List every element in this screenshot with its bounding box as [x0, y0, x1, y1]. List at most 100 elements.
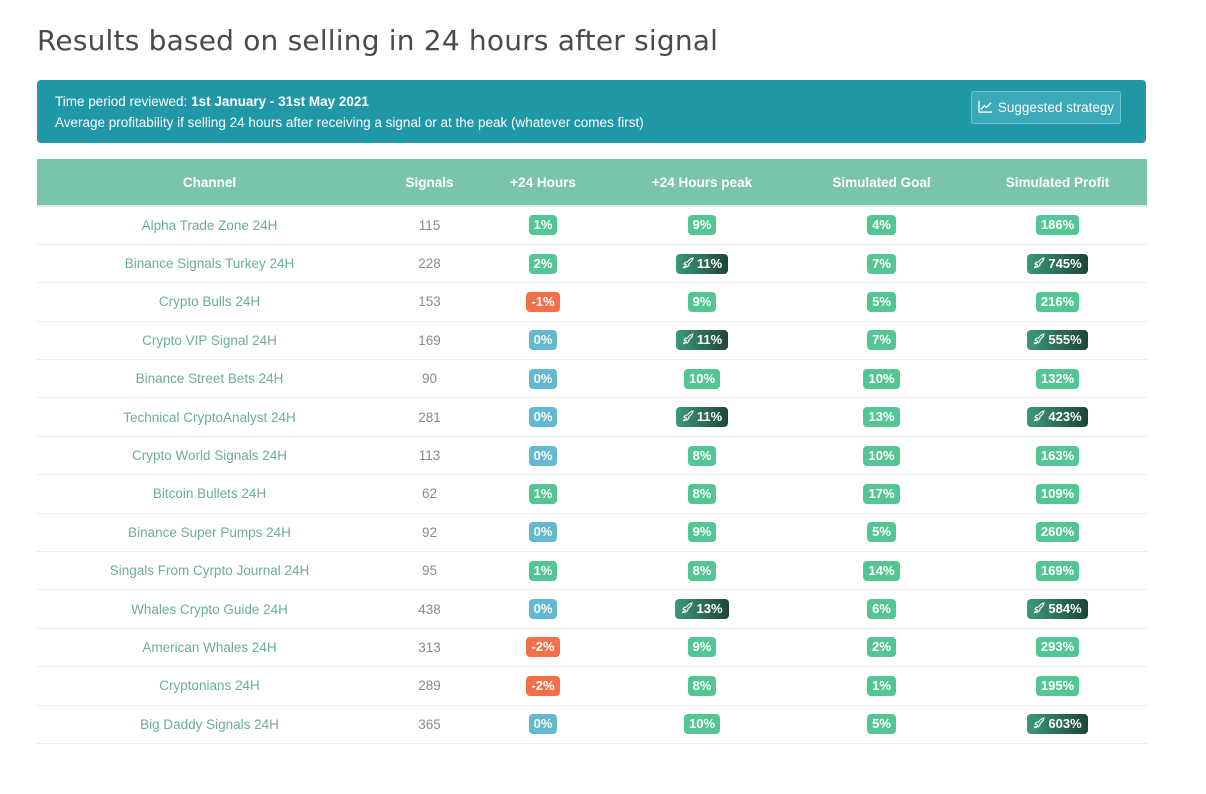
badge-value: -2%: [531, 639, 555, 655]
badge-value: 10%: [688, 370, 716, 386]
cell-simulated-goal: 5%: [795, 283, 968, 321]
percent-badge: 11%: [675, 330, 729, 351]
badge-value: 163%: [1040, 447, 1075, 463]
signals-count: 313: [418, 639, 441, 655]
channel-name[interactable]: American Whales 24H: [142, 639, 277, 655]
channel-name[interactable]: Cryptonians 24H: [159, 678, 260, 694]
cell-24-hours-peak: 10%: [609, 360, 795, 398]
channel-name[interactable]: Big Daddy Signals 24H: [140, 716, 279, 732]
badge-value: 6%: [872, 601, 891, 617]
cell-24-hours: 1%: [477, 206, 609, 244]
badge-value: 13%: [868, 409, 895, 425]
header-simulated-goal[interactable]: Simulated Goal: [795, 159, 968, 207]
info-description: Average profitability if selling 24 hour…: [55, 115, 644, 130]
percent-badge: 555%: [1027, 330, 1088, 351]
cell-simulated-goal: 5%: [795, 705, 968, 743]
badge-value: 8%: [692, 677, 712, 693]
cell-24-hours: 0%: [477, 398, 609, 436]
percent-badge: 13%: [863, 407, 900, 428]
table-row: Bitcoin Bullets 24H 62 1% 8% 17% 109%: [37, 475, 1147, 514]
percent-badge: 10%: [683, 368, 721, 389]
table-row: Alpha Trade Zone 24H 115 1% 9% 4% 186%: [37, 206, 1147, 245]
header-simulated-profit[interactable]: Simulated Profit: [968, 159, 1147, 207]
percent-badge: 0%: [528, 330, 558, 351]
percent-badge: 6%: [867, 599, 896, 620]
cell-24-hours: 0%: [477, 705, 609, 743]
percent-badge: 8%: [687, 483, 717, 504]
cell-24-hours: 0%: [477, 513, 609, 551]
badge-value: 555%: [1048, 332, 1082, 348]
badge-value: 0%: [533, 524, 553, 540]
channel-name[interactable]: Crypto VIP Signal 24H: [142, 332, 277, 348]
table-header-row: Channel Signals +24 Hours +24 Hours peak…: [37, 159, 1147, 207]
badge-value: 0%: [533, 409, 553, 425]
percent-badge: 1%: [528, 483, 558, 504]
suggested-strategy-button[interactable]: Suggested strategy: [971, 91, 1121, 124]
cell-simulated-profit: 109%: [968, 475, 1147, 513]
signals-count: 438: [418, 601, 441, 617]
rocket-icon: [1033, 410, 1046, 422]
time-period: Time period reviewed: 1st January - 31st…: [55, 92, 1128, 111]
cell-simulated-goal: 7%: [795, 321, 968, 359]
percent-badge: 17%: [863, 483, 900, 504]
cell-24-hours-peak: 9%: [609, 283, 795, 321]
channel-name[interactable]: Technical CryptoAnalyst 24H: [123, 409, 296, 425]
cell-24-hours: 0%: [477, 360, 609, 398]
badge-value: 10%: [868, 370, 895, 386]
percent-badge: 0%: [528, 714, 558, 735]
percent-badge: 2%: [867, 637, 896, 658]
badge-value: 8%: [692, 485, 712, 501]
percent-badge: 216%: [1035, 291, 1080, 312]
percent-badge: 1%: [528, 560, 558, 581]
table-row: Binance Super Pumps 24H 92 0% 9% 5% 260%: [37, 513, 1147, 552]
table-row: Singals From Cyrpto Journal 24H 95 1% 8% 14%…: [37, 552, 1147, 590]
badge-value: 2%: [872, 639, 891, 655]
badge-value: -1%: [531, 293, 555, 309]
header-24-hours-peak[interactable]: +24 Hours peak: [609, 159, 795, 207]
cell-simulated-profit: 423%: [968, 398, 1147, 436]
percent-badge: 7%: [867, 253, 896, 274]
percent-badge: 260%: [1035, 522, 1080, 543]
badge-value: 7%: [872, 332, 891, 348]
cell-simulated-goal: 1%: [795, 667, 968, 705]
cell-24-hours-peak: 13%: [609, 590, 795, 628]
cell-simulated-goal: 6%: [795, 590, 968, 628]
channel-name[interactable]: Crypto Bulls 24H: [158, 294, 261, 310]
cell-simulated-profit: 216%: [968, 283, 1147, 321]
cell-simulated-profit: 603%: [968, 705, 1147, 743]
signals-count: 92: [421, 524, 438, 540]
channel-name[interactable]: Whales Crypto Guide 24H: [131, 601, 288, 617]
table-row: Crypto Bulls 24H 153 -1% 9% 5% 216%: [37, 283, 1147, 322]
header-24-hours[interactable]: +24 Hours: [477, 159, 609, 207]
percent-badge: 423%: [1027, 407, 1088, 428]
cell-simulated-goal: 17%: [795, 475, 968, 513]
table-row: Crypto VIP Signal 24H 169 0% 11% 7% 555%: [37, 321, 1147, 360]
badge-value: 260%: [1040, 524, 1075, 540]
channel-name[interactable]: Crypto World Signals 24H: [131, 448, 288, 464]
channel-name[interactable]: Bitcoin Bullets 24H: [152, 486, 267, 502]
cell-24-hours-peak: 10%: [609, 705, 795, 743]
signals-count: 113: [418, 448, 441, 464]
badge-value: 0%: [533, 601, 553, 617]
time-period-label: Time period reviewed:: [55, 94, 188, 109]
percent-badge: 5%: [867, 714, 896, 735]
header-signals[interactable]: Signals: [382, 159, 477, 207]
channel-name[interactable]: Alpha Trade Zone 24H: [141, 217, 278, 233]
signals-count: 153: [418, 294, 441, 310]
channel-name[interactable]: Binance Super Pumps 24H: [128, 524, 291, 540]
percent-badge: 7%: [867, 330, 896, 351]
badge-value: 2%: [533, 255, 553, 271]
signals-count: 289: [418, 678, 441, 694]
channel-name[interactable]: Singals From Cyrpto Journal 24H: [109, 563, 310, 579]
badge-value: 14%: [868, 562, 895, 578]
badge-value: 0%: [533, 332, 553, 348]
channel-name[interactable]: Binance Street Bets 24H: [135, 371, 284, 387]
table-row: Binance Signals Turkey 24H 228 2% 11% 7% 745%: [37, 244, 1147, 283]
channel-name[interactable]: Binance Signals Turkey 24H: [124, 256, 295, 272]
header-channel[interactable]: Channel: [37, 159, 382, 207]
cell-24-hours-peak: 11%: [609, 244, 795, 282]
cell-simulated-goal: 13%: [795, 398, 968, 436]
table-body: Alpha Trade Zone 24H 115 1% 9% 4% 186% Binance…: [37, 206, 1147, 744]
cell-24-hours-peak: 8%: [609, 667, 795, 705]
badge-value: 5%: [872, 716, 891, 732]
